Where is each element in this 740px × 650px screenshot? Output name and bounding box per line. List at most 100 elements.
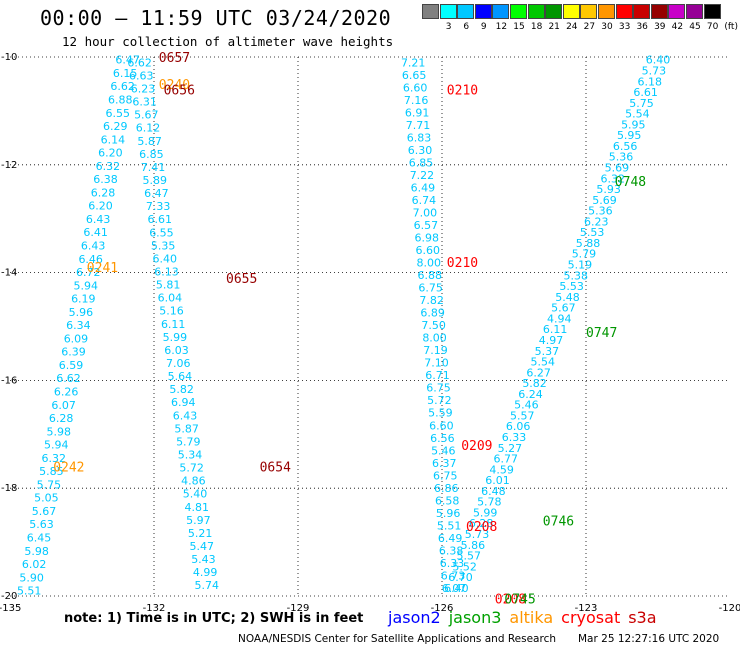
wave-height-value: 7.00 xyxy=(413,207,438,220)
wave-height-value: 6.43 xyxy=(86,213,111,226)
wave-height-value: 6.40 xyxy=(646,54,671,67)
wave-height-value: 6.34 xyxy=(66,319,91,332)
wave-height-value: 6.03 xyxy=(164,344,189,357)
wave-height-value: 6.71 xyxy=(425,369,450,382)
wave-height-value: 6.86 xyxy=(434,482,459,495)
wave-height-value: 6.61 xyxy=(633,86,658,99)
color-scale-label: 45 xyxy=(689,22,701,32)
wave-height-value: 5.51 xyxy=(437,519,462,532)
wave-height-value: 5.69 xyxy=(605,161,630,174)
color-scale-unit: (ft) xyxy=(724,22,738,32)
x-tick-label: -123 xyxy=(575,603,598,614)
wave-height-value: 5.73 xyxy=(642,64,667,77)
wave-height-value: 6.61 xyxy=(148,213,173,226)
wave-height-value: 6.39 xyxy=(61,346,86,359)
wave-height-value: 4.81 xyxy=(184,501,209,514)
legend-entry-s3a: s3a xyxy=(628,608,657,627)
wave-height-value: 6.45 xyxy=(27,532,52,545)
color-swatch xyxy=(686,4,703,19)
color-scale-label: 70 xyxy=(706,22,719,32)
wave-height-value: 6.62 xyxy=(110,80,135,93)
wave-height-value: 5.35 xyxy=(151,239,176,252)
wave-height-value: 5.36 xyxy=(609,151,634,164)
wave-height-value: 6.27 xyxy=(526,366,551,379)
wave-height-value: 5.86 xyxy=(461,539,486,552)
wave-height-value: 5.16 xyxy=(159,305,184,318)
wave-height-value: 6.14 xyxy=(101,133,126,146)
wave-height-value: 6.40 xyxy=(153,252,178,265)
chart-title: 00:00 – 11:59 UTC 03/24/2020 xyxy=(40,6,392,30)
wave-height-value: 5.96 xyxy=(69,306,94,319)
y-tick-label: -18 xyxy=(1,483,17,494)
wave-height-value: 6.85 xyxy=(409,156,434,169)
wave-height-value: 6.62 xyxy=(127,56,152,69)
wave-height-value: 5.79 xyxy=(176,435,201,448)
wave-height-value: 6.23 xyxy=(584,215,609,228)
color-scale-label: 39 xyxy=(654,22,666,32)
wave-height-value: 5.82 xyxy=(169,383,194,396)
wave-height-value: 8.00 xyxy=(422,332,447,345)
wave-height-value: 7.33 xyxy=(146,200,171,213)
wave-height-value: 6.23 xyxy=(131,83,156,96)
wave-height-value: 5.69 xyxy=(592,194,617,207)
wave-height-value: 6.75 xyxy=(418,282,443,295)
wave-height-value: 6.43 xyxy=(81,240,106,253)
wave-height-value: 4.94 xyxy=(547,312,572,325)
pass-time-label: 0210 xyxy=(447,83,478,98)
wave-height-value: 5.87 xyxy=(174,422,199,435)
pass-time-label: 0241 xyxy=(87,261,118,276)
chart-subtitle: 12 hour collection of altimeter wave hei… xyxy=(62,34,394,49)
color-swatch xyxy=(510,4,527,19)
wave-height-value: 6.19 xyxy=(71,293,96,306)
wave-height-value: 7.82 xyxy=(419,294,444,307)
wave-height-value: 6.13 xyxy=(154,266,179,279)
color-swatch xyxy=(527,4,545,19)
wave-height-value: 5.89 xyxy=(142,174,167,187)
wave-height-value: 5.95 xyxy=(617,129,642,142)
wave-height-value: 5.05 xyxy=(34,492,59,505)
wave-height-value: 5.98 xyxy=(46,425,71,438)
wave-height-value: 6.43 xyxy=(173,409,198,422)
wave-height-value: 6.89 xyxy=(420,307,445,320)
wave-height-value: 6.72 xyxy=(76,266,101,279)
wave-height-value: 6.01 xyxy=(485,474,510,487)
pass-time-label: 0242 xyxy=(53,461,84,476)
satellite-legend: jason2 jason3 altika cryosat s3a xyxy=(388,608,665,627)
wave-height-value: 6.11 xyxy=(543,323,568,336)
wave-height-value: 5.51 xyxy=(17,585,42,598)
color-scale-label: 9 xyxy=(480,22,487,32)
wave-height-value: 5.54 xyxy=(531,356,556,369)
color-swatch xyxy=(545,4,563,19)
wave-height-value: 6.38 xyxy=(93,173,118,186)
legend-entry-cryosat: cryosat xyxy=(561,608,621,627)
wave-height-value: 6.28 xyxy=(469,517,494,530)
wave-height-value: 6.32 xyxy=(96,160,121,173)
wave-height-value: 6.33 xyxy=(502,431,527,444)
wave-height-value: 6.20 xyxy=(98,147,123,160)
wave-height-value: 5.94 xyxy=(44,439,69,452)
wave-height-value: 5.90 xyxy=(19,571,44,584)
wave-height-value: 6.40 xyxy=(444,582,469,595)
pass-time-label: 0745 xyxy=(504,593,535,608)
color-swatch xyxy=(650,4,668,19)
wave-height-value: 6.31 xyxy=(132,96,157,109)
wave-height-value: 5.53 xyxy=(580,226,605,239)
wave-height-value: 7.41 xyxy=(141,161,166,174)
wave-height-value: 6.41 xyxy=(83,226,108,239)
wave-height-value: 6.49 xyxy=(438,532,463,545)
wave-height-value: 5.74 xyxy=(195,579,220,592)
color-scale-label: 27 xyxy=(583,22,596,32)
wave-height-value: 6.12 xyxy=(136,122,161,135)
color-swatch xyxy=(580,4,598,19)
wave-height-value: 6.83 xyxy=(407,131,432,144)
wave-height-value: 6.75 xyxy=(426,382,451,395)
wave-height-value: 6.56 xyxy=(613,140,638,153)
y-tick-label: -10 xyxy=(1,52,17,63)
y-tick-label: -14 xyxy=(1,268,17,279)
color-scale-label: 15 xyxy=(513,22,525,32)
wave-height-value: 7.50 xyxy=(421,319,446,332)
color-swatch xyxy=(439,4,457,19)
wave-height-value: 6.63 xyxy=(129,69,154,82)
wave-height-value: 5.38 xyxy=(563,269,588,282)
wave-height-value: 5.98 xyxy=(24,545,49,558)
